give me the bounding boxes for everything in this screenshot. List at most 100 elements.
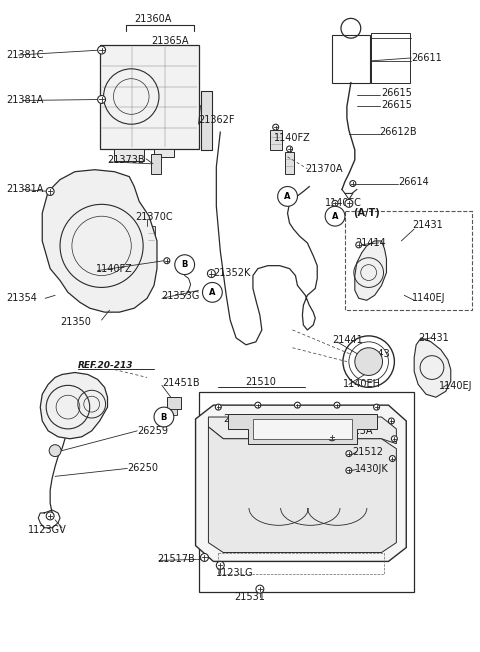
Circle shape	[277, 186, 298, 206]
Text: (A/T): (A/T)	[353, 208, 380, 218]
Circle shape	[97, 46, 106, 54]
Circle shape	[255, 402, 261, 408]
Circle shape	[356, 242, 362, 248]
Bar	[100, 45, 199, 149]
Circle shape	[388, 418, 395, 424]
Text: 26250: 26250	[127, 464, 158, 473]
Polygon shape	[414, 338, 451, 397]
Bar	[345, 211, 471, 310]
Text: 21414: 21414	[355, 238, 385, 248]
Bar	[199, 393, 414, 592]
Polygon shape	[208, 417, 396, 444]
Text: 1430JK: 1430JK	[355, 464, 389, 475]
Text: 1123GV: 1123GV	[28, 525, 67, 535]
Text: 21373B: 21373B	[108, 155, 145, 165]
Circle shape	[49, 445, 61, 456]
Polygon shape	[208, 427, 396, 552]
Text: 26611: 26611	[411, 53, 442, 63]
Text: 1140EH: 1140EH	[343, 379, 381, 389]
Circle shape	[256, 585, 264, 593]
Text: A: A	[332, 212, 338, 221]
Text: B: B	[161, 413, 167, 421]
Text: 1140FZ: 1140FZ	[96, 263, 132, 274]
Text: 21350: 21350	[60, 317, 91, 327]
Text: 21370A: 21370A	[305, 164, 343, 173]
Circle shape	[273, 125, 279, 130]
Circle shape	[294, 402, 300, 408]
Text: 1140EJ: 1140EJ	[439, 381, 472, 391]
Text: A: A	[284, 192, 291, 201]
Circle shape	[216, 404, 221, 410]
Text: 21513A: 21513A	[335, 426, 372, 436]
Text: 26615: 26615	[382, 87, 412, 98]
Circle shape	[164, 258, 170, 263]
Circle shape	[391, 436, 397, 442]
Text: 21381C: 21381C	[7, 50, 44, 60]
Circle shape	[345, 200, 353, 207]
Text: 21431: 21431	[418, 333, 449, 343]
Text: B: B	[181, 260, 188, 269]
Bar	[147, 226, 155, 248]
Text: 26259: 26259	[137, 426, 168, 436]
Text: 21512: 21512	[352, 447, 383, 456]
Polygon shape	[42, 170, 157, 312]
Text: 21443: 21443	[359, 349, 390, 359]
Circle shape	[346, 451, 352, 456]
Circle shape	[201, 554, 208, 561]
Text: 21517B: 21517B	[157, 554, 195, 565]
Text: 21362F: 21362F	[199, 115, 235, 125]
Text: 21352K: 21352K	[214, 267, 251, 278]
Circle shape	[350, 181, 356, 186]
Text: 21354: 21354	[7, 293, 37, 303]
Text: 21365A: 21365A	[151, 36, 189, 46]
Circle shape	[355, 348, 383, 376]
Text: 21531: 21531	[235, 592, 265, 602]
Circle shape	[328, 433, 336, 441]
Bar	[114, 149, 144, 161]
Polygon shape	[228, 414, 377, 444]
Text: 26614: 26614	[398, 177, 429, 186]
Text: 21441: 21441	[332, 335, 363, 345]
Text: 1123LG: 1123LG	[216, 569, 254, 578]
Circle shape	[373, 404, 380, 410]
Text: 21353G: 21353G	[161, 291, 199, 301]
Text: 26615: 26615	[382, 100, 412, 110]
Bar	[218, 552, 384, 574]
Text: 21510: 21510	[245, 378, 276, 387]
Bar	[169, 409, 177, 415]
Circle shape	[175, 255, 194, 274]
Text: 22143A: 22143A	[223, 414, 261, 424]
Text: 21431: 21431	[412, 220, 443, 230]
Circle shape	[97, 96, 106, 104]
Circle shape	[287, 146, 292, 152]
Text: 1140FC: 1140FC	[325, 198, 362, 209]
Circle shape	[325, 206, 345, 226]
Text: 1140FZ: 1140FZ	[274, 133, 311, 143]
Text: 21370C: 21370C	[135, 212, 173, 222]
Bar	[154, 149, 174, 157]
Bar	[201, 91, 212, 150]
Bar	[285, 152, 294, 173]
Circle shape	[154, 407, 174, 427]
Circle shape	[334, 402, 340, 408]
Polygon shape	[355, 241, 386, 301]
Text: 26612B: 26612B	[380, 127, 417, 137]
Circle shape	[389, 456, 396, 462]
Bar	[371, 33, 410, 83]
Bar	[151, 154, 161, 173]
Circle shape	[346, 467, 352, 473]
Text: 1140EJ: 1140EJ	[412, 293, 446, 303]
Text: 21381A: 21381A	[7, 185, 44, 194]
Polygon shape	[40, 372, 108, 439]
Circle shape	[203, 282, 222, 303]
Circle shape	[46, 512, 54, 520]
Circle shape	[332, 200, 338, 206]
Text: 21451B: 21451B	[162, 378, 200, 389]
Bar	[332, 35, 370, 83]
Text: REF.20-213: REF.20-213	[78, 361, 133, 370]
Polygon shape	[195, 405, 406, 561]
Bar	[270, 130, 282, 150]
Text: A: A	[209, 288, 216, 297]
Text: 21381A: 21381A	[7, 95, 44, 106]
Circle shape	[207, 270, 216, 278]
